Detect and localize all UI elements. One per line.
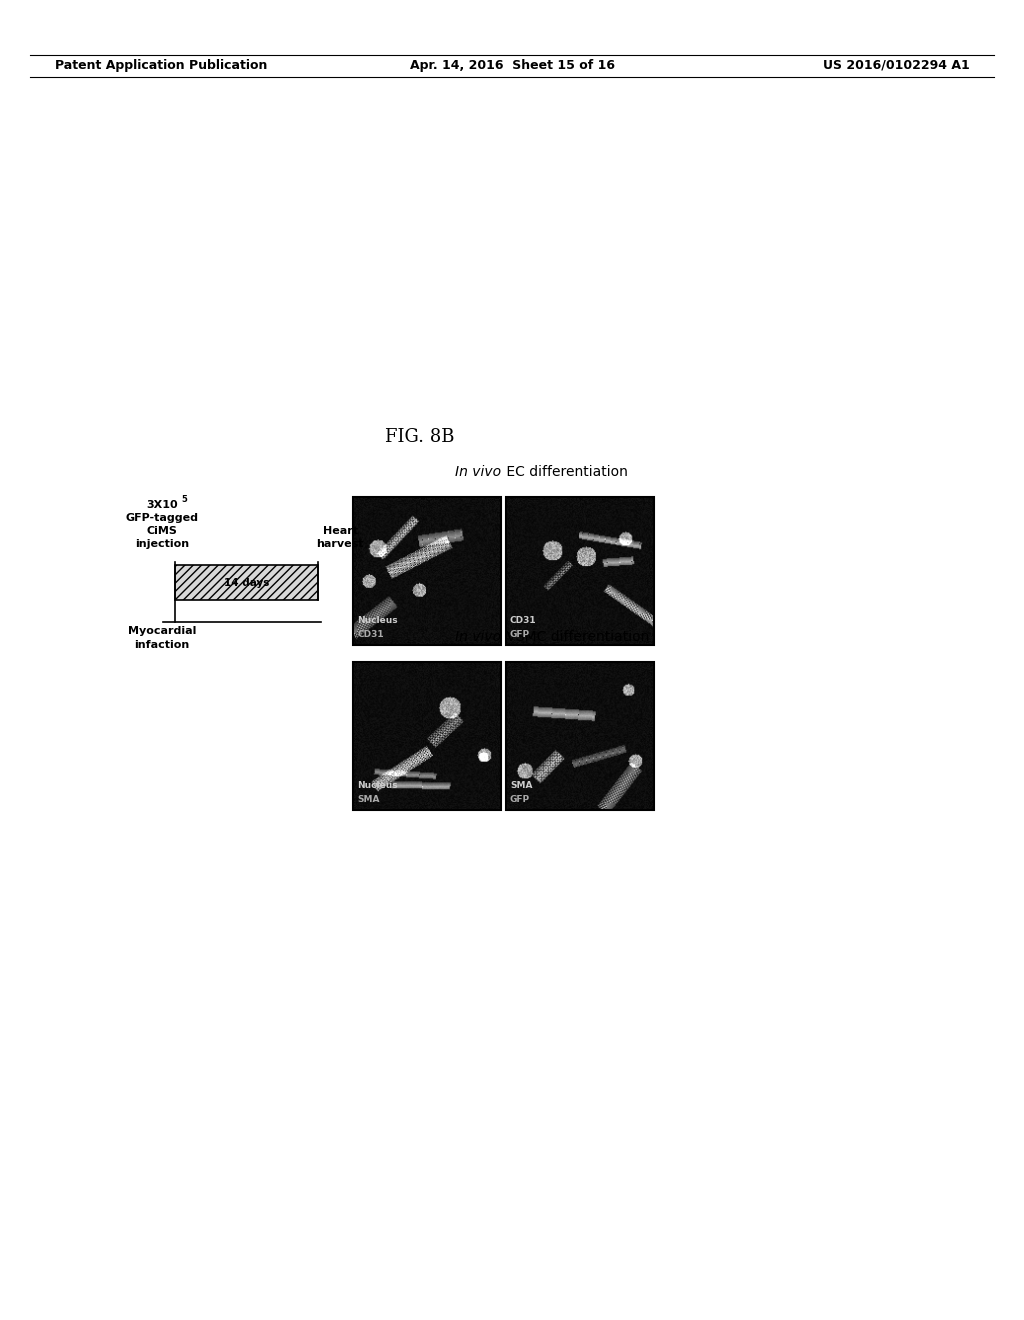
Bar — [175, 565, 318, 601]
Text: Myocardial: Myocardial — [128, 626, 197, 636]
Text: In vivo: In vivo — [456, 465, 502, 479]
Text: SMA: SMA — [510, 781, 532, 789]
Text: Nucleus: Nucleus — [357, 781, 397, 789]
Text: 3X10: 3X10 — [146, 500, 178, 510]
Bar — [353, 498, 501, 645]
Bar — [506, 498, 654, 645]
Text: GFP-tagged: GFP-tagged — [126, 513, 199, 523]
Text: CiMS: CiMS — [146, 525, 177, 536]
Text: infaction: infaction — [134, 640, 189, 649]
Text: Apr. 14, 2016  Sheet 15 of 16: Apr. 14, 2016 Sheet 15 of 16 — [410, 58, 614, 71]
Text: SMA: SMA — [357, 795, 380, 804]
Bar — [506, 663, 654, 810]
Text: GFP: GFP — [510, 630, 530, 639]
Text: EC differentiation: EC differentiation — [503, 465, 629, 479]
Text: US 2016/0102294 A1: US 2016/0102294 A1 — [823, 58, 970, 71]
Text: harvest: harvest — [316, 539, 364, 549]
Text: In vivo: In vivo — [456, 630, 502, 644]
Text: 5: 5 — [181, 495, 186, 504]
Text: Patent Application Publication: Patent Application Publication — [55, 58, 267, 71]
Text: GFP: GFP — [510, 795, 530, 804]
Bar — [353, 663, 501, 810]
Text: injection: injection — [135, 539, 189, 549]
Text: Nucleus: Nucleus — [357, 616, 397, 624]
Text: CD31: CD31 — [357, 630, 384, 639]
Text: VSMC differentiation: VSMC differentiation — [503, 630, 650, 644]
Text: FIG. 8B: FIG. 8B — [385, 428, 455, 446]
Text: 14 days: 14 days — [224, 578, 269, 587]
Text: CD31: CD31 — [510, 616, 537, 624]
Text: Heart: Heart — [323, 525, 357, 536]
